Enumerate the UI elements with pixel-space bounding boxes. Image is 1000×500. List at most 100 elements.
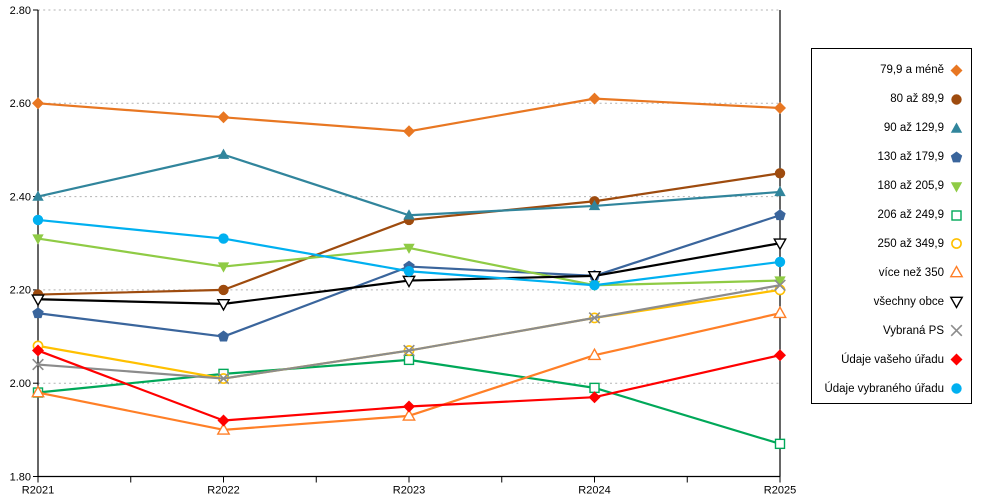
data-point-marker — [773, 305, 787, 319]
circle-open-legend-icon — [951, 238, 962, 250]
data-point-marker — [773, 238, 787, 251]
x-tick-label: R2022 — [207, 485, 239, 497]
data-point-marker — [216, 298, 231, 312]
data-point-marker — [403, 209, 415, 220]
legend-label: 206 až 249,9 — [877, 209, 944, 222]
data-point-marker — [589, 382, 600, 394]
data-point-marker — [32, 214, 44, 226]
data-point-marker — [774, 101, 786, 114]
data-point-marker — [774, 209, 786, 221]
data-point-marker — [32, 358, 44, 371]
series-diamond — [32, 92, 786, 138]
series-triangle-up — [32, 148, 786, 220]
series-triangle-down — [32, 234, 786, 292]
y-tick-label: 2.00 — [10, 378, 31, 390]
legend-item: 250 až 349,9 — [812, 230, 964, 259]
x-tick-label: R2023 — [393, 485, 425, 497]
data-point-marker — [403, 125, 415, 138]
y-tick-label: 2.80 — [10, 5, 31, 17]
triangle-up-open-legend-icon — [949, 265, 964, 278]
diamond-legend-icon — [950, 353, 963, 366]
data-point-marker — [774, 256, 786, 268]
data-point-marker — [31, 385, 45, 398]
data-point-marker — [217, 372, 230, 385]
legend-label: Vybraná PS — [883, 324, 944, 337]
series-x — [32, 279, 786, 385]
series-line — [37, 288, 781, 380]
data-point-marker — [774, 438, 786, 450]
x-tick-label: R2021 — [22, 485, 54, 497]
data-point-marker — [217, 330, 230, 342]
legend-label: 130 až 179,9 — [877, 151, 944, 164]
square-open-legend-icon — [951, 209, 962, 221]
diamond-legend-icon — [950, 64, 963, 77]
x-tick-label: R2025 — [764, 485, 796, 497]
x-legend-icon — [950, 324, 963, 337]
data-point-marker — [951, 94, 962, 105]
series-circle — [32, 214, 786, 291]
data-point-marker — [950, 324, 963, 337]
data-point-marker — [774, 279, 786, 292]
circle-legend-icon — [951, 94, 962, 105]
legend-item: všechny obce — [812, 287, 964, 316]
series-line — [37, 153, 781, 217]
axes: 2.80 2.60 2.40 2.20 2.00 1.80 R2021 R2022 R2023 R… — [10, 5, 797, 497]
legend-item: 180 až 205,9 — [812, 172, 964, 201]
x-tick-label: R2024 — [578, 485, 610, 497]
data-point-marker — [403, 354, 415, 366]
data-point-marker — [217, 262, 230, 273]
data-point-marker — [588, 312, 601, 324]
data-point-marker — [949, 265, 964, 278]
data-point-marker — [218, 233, 229, 244]
data-point-marker — [950, 122, 963, 133]
series-diamond — [32, 344, 786, 427]
legend-item: 79,9 a méně — [812, 56, 964, 85]
series-triangle-up-open — [31, 305, 787, 435]
legend-label: více než 350 — [878, 266, 944, 279]
circle-legend-icon — [951, 383, 962, 394]
data-point-marker — [951, 383, 962, 394]
legend-item: více než 350 — [812, 258, 964, 287]
legend-label: Údaje vašeho úřadu — [841, 353, 944, 366]
legend-item: 130 až 179,9 — [812, 143, 964, 172]
data-point-marker — [402, 408, 416, 421]
data-point-marker — [32, 234, 44, 245]
legend-label: 180 až 205,9 — [877, 180, 944, 193]
data-point-marker — [32, 190, 44, 201]
data-point-marker — [587, 271, 602, 284]
legend-label: 90 až 129,9 — [883, 122, 944, 135]
data-point-marker — [403, 243, 415, 254]
data-point-marker — [950, 64, 963, 77]
legend-label: Údaje vybraného úřadu — [824, 382, 944, 395]
legend-label: 250 až 349,9 — [877, 237, 944, 250]
data-point-marker — [774, 185, 786, 197]
y-tick-label: 2.20 — [10, 285, 31, 297]
data-point-marker — [950, 151, 963, 163]
data-point-marker — [403, 344, 415, 357]
data-point-marker — [949, 296, 964, 310]
legend-label: 79,9 a méně — [880, 64, 944, 77]
y-tick-label: 1.80 — [10, 471, 31, 483]
data-point-marker — [403, 400, 415, 413]
data-point-marker — [588, 92, 601, 105]
data-point-marker — [32, 344, 44, 357]
legend-item: 90 až 129,9 — [812, 114, 964, 143]
data-point-marker — [774, 276, 786, 287]
legend-item: Údaje vybraného úřadu — [812, 374, 964, 403]
legend-item: 206 až 249,9 — [812, 201, 964, 230]
data-point-marker — [588, 391, 601, 404]
y-tick-label: 2.60 — [10, 98, 31, 110]
data-point-marker — [774, 349, 786, 362]
y-tick-label: 2.40 — [10, 191, 31, 203]
data-point-marker — [589, 280, 600, 291]
triangle-down-open-legend-icon — [949, 296, 964, 310]
data-point-marker — [32, 97, 44, 110]
data-point-marker — [217, 148, 230, 159]
data-point-marker — [950, 353, 963, 366]
data-point-marker — [217, 414, 230, 427]
data-point-marker — [31, 294, 45, 307]
legend-label: všechny obce — [873, 295, 944, 308]
triangle-up-legend-icon — [950, 122, 963, 133]
